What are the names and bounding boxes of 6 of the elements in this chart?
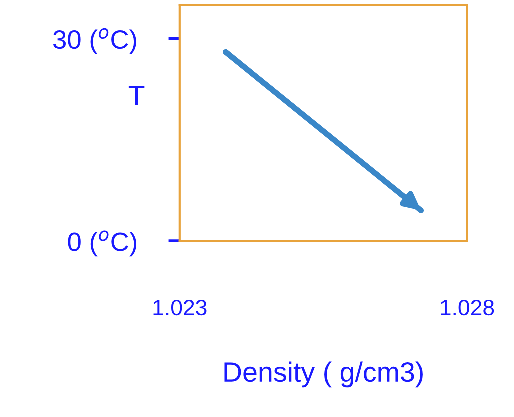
x-tick-label: 1.023	[154, 300, 207, 316]
y-tick-label: 0 ($^{o}$C)	[68, 230, 137, 257]
y-axis-title: T	[128, 86, 145, 106]
y-tick-label: 30 ($^{o}$C)	[53, 28, 136, 54]
x-axis-title: Density ( g/cm3)	[224, 362, 423, 388]
x-tick-label: 1.028	[441, 300, 494, 316]
